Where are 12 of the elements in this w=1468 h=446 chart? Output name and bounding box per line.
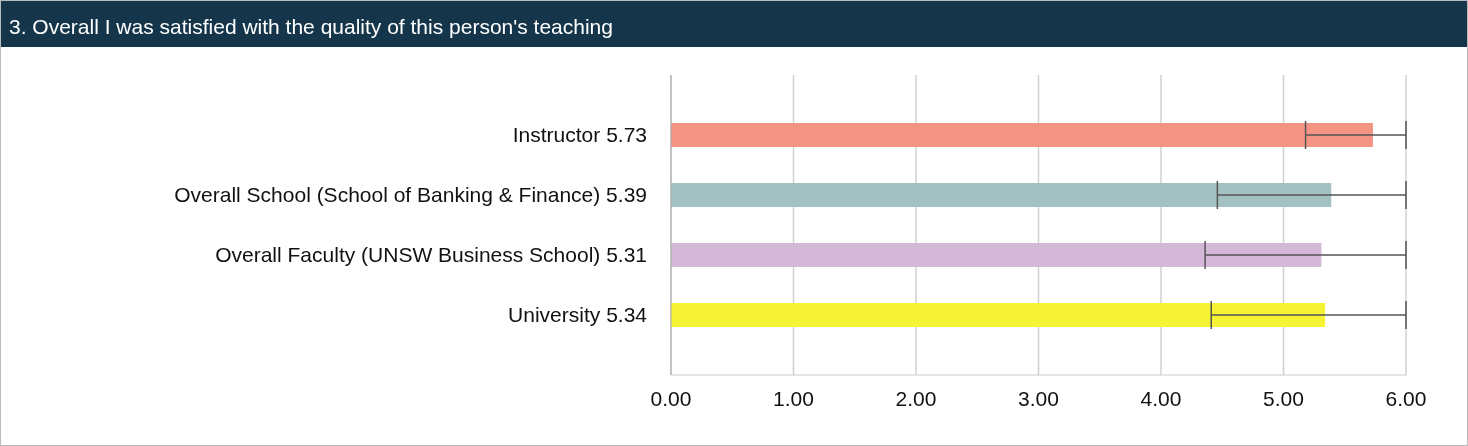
y-tick-label: University 5.34	[508, 303, 648, 327]
x-tick-label: 0.00	[650, 386, 692, 410]
x-tick-label: 6.00	[1385, 386, 1427, 410]
x-tick-label: 2.00	[895, 386, 937, 410]
y-tick-label: Overall School (School of Banking & Finance) 5.39	[174, 183, 647, 207]
x-tick-label: 4.00	[1140, 386, 1182, 410]
x-tick-label: 5.00	[1263, 386, 1304, 410]
x-tick-label: 3.00	[1018, 386, 1059, 410]
text: 3. Overall I was satisfied with the quality of this person's teaching	[1, 1, 1467, 47]
x-tick-label: 1.00	[773, 386, 814, 410]
y-tick-label: Overall Faculty (UNSW Business School) 5.31	[215, 243, 647, 267]
y-tick-label: Instructor 5.73	[512, 123, 647, 147]
